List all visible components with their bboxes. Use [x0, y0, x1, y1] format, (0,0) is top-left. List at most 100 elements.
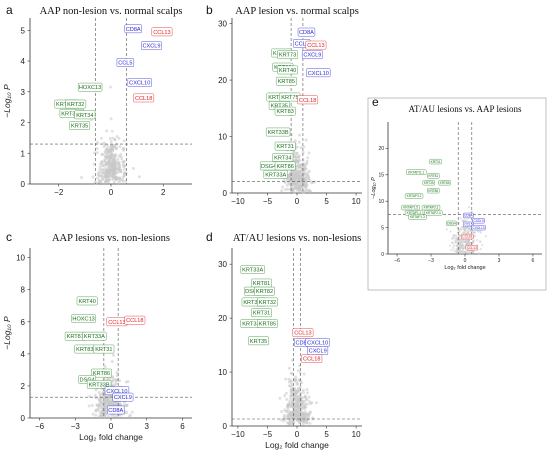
gene-label-ccl5: CCL5	[118, 61, 132, 67]
background-point	[110, 147, 114, 151]
gene-label-box	[93, 344, 115, 354]
gene-label-box	[401, 204, 420, 211]
background-point	[119, 152, 123, 156]
background-point	[104, 400, 108, 404]
background-point	[99, 162, 103, 166]
x-tick-label: −10	[231, 197, 245, 206]
background-point	[122, 175, 126, 179]
background-point	[290, 133, 294, 137]
background-point	[104, 396, 108, 400]
y-tick-label: 3	[21, 88, 26, 97]
background-point	[291, 178, 295, 182]
background-point	[118, 379, 122, 383]
panel-title: AAP non-lesion vs. normal scalps	[40, 6, 183, 17]
background-point	[466, 239, 469, 243]
background-point	[304, 179, 308, 183]
background-point	[285, 183, 289, 187]
background-point	[99, 411, 103, 415]
background-point	[111, 353, 115, 357]
gene-label-krt34: KRT34	[274, 155, 291, 161]
y-axis-label: −Log₁₀ P	[2, 316, 12, 350]
nonsignificant-points	[280, 133, 317, 195]
background-point	[455, 238, 458, 241]
x-axis-label: Log₂ fold change	[265, 440, 329, 450]
background-point	[111, 169, 115, 173]
background-point	[98, 401, 102, 405]
y-tick-label: 20	[378, 146, 384, 152]
y-tick-label: 4	[21, 57, 26, 66]
background-point	[305, 161, 309, 165]
gene-label-krt34: KRT34	[76, 113, 93, 119]
background-point	[109, 140, 113, 144]
background-point	[467, 227, 471, 230]
background-point	[99, 399, 103, 403]
x-tick-label: 0	[295, 430, 300, 439]
gene-label-krt81: KRT81	[428, 174, 438, 178]
background-point	[306, 156, 310, 160]
gene-label-krt86: KRT86	[428, 189, 438, 193]
background-point	[301, 191, 305, 195]
background-point	[292, 420, 296, 424]
gene-label-box	[277, 65, 298, 75]
background-point	[467, 205, 471, 209]
background-point	[122, 167, 126, 171]
background-point	[305, 189, 309, 193]
background-point	[450, 249, 453, 252]
gene-label-box	[272, 153, 294, 162]
background-point	[301, 422, 305, 426]
gene-label-cxcl10: CXCL10	[473, 226, 485, 230]
gene-label-box	[463, 221, 474, 228]
background-point	[300, 381, 304, 385]
gene-label-box	[292, 328, 314, 337]
background-point	[464, 239, 467, 242]
x-tick-label: −6	[35, 422, 45, 431]
gene-label-box	[254, 286, 275, 296]
gene-label-box	[408, 214, 427, 220]
background-point	[108, 376, 112, 380]
y-tick-label: 0	[21, 180, 26, 189]
background-point	[99, 180, 103, 184]
volcano-panel-a: AAP non-lesion vs. normal scalps −2 0 2 0 1 2 3…	[2, 6, 192, 197]
gene-label-box	[472, 218, 485, 224]
background-point	[307, 395, 311, 399]
background-point	[307, 189, 311, 193]
gene-label-krt35: KRT35	[71, 124, 88, 130]
panel-e-frame	[367, 97, 547, 291]
background-point	[118, 413, 122, 417]
gene-label-box	[77, 82, 103, 92]
background-point	[118, 145, 122, 149]
y-axis-label: −Log₁₀ P	[371, 177, 377, 199]
gene-label-krt31: KRT31	[95, 347, 112, 353]
background-point	[100, 396, 104, 400]
y-tick-label: 30	[218, 20, 227, 29]
background-point	[98, 165, 102, 169]
background-point	[293, 392, 297, 396]
panel-label-a: a	[6, 3, 13, 17]
background-point	[296, 404, 300, 408]
background-point	[287, 377, 291, 381]
background-point	[287, 366, 291, 370]
gene-label-krt31: KRT31	[431, 160, 441, 164]
gene-label-box	[471, 224, 486, 231]
background-point	[283, 188, 287, 192]
background-point	[297, 154, 301, 158]
gene-label-krt86: KRT86	[277, 164, 294, 170]
y-tick-label: 6	[21, 318, 26, 327]
background-point	[297, 414, 301, 418]
background-point	[105, 148, 109, 152]
gene-label-ccl13: CCL13	[307, 43, 324, 49]
background-point	[88, 395, 92, 399]
gene-label-krt85: KRT85	[278, 79, 295, 85]
panel-title: AAP lesions vs. non-lesions	[52, 233, 170, 244]
background-point	[459, 250, 462, 253]
background-point	[121, 178, 125, 182]
gene-label-box	[248, 336, 269, 346]
background-point	[302, 372, 306, 376]
gene-label-krtap2-4: KRTAP2.4	[426, 211, 441, 215]
gene-label-krt81: KRT81	[67, 334, 84, 340]
background-point	[297, 389, 301, 393]
background-point	[106, 170, 110, 174]
background-point	[288, 413, 292, 417]
background-point	[87, 404, 91, 408]
